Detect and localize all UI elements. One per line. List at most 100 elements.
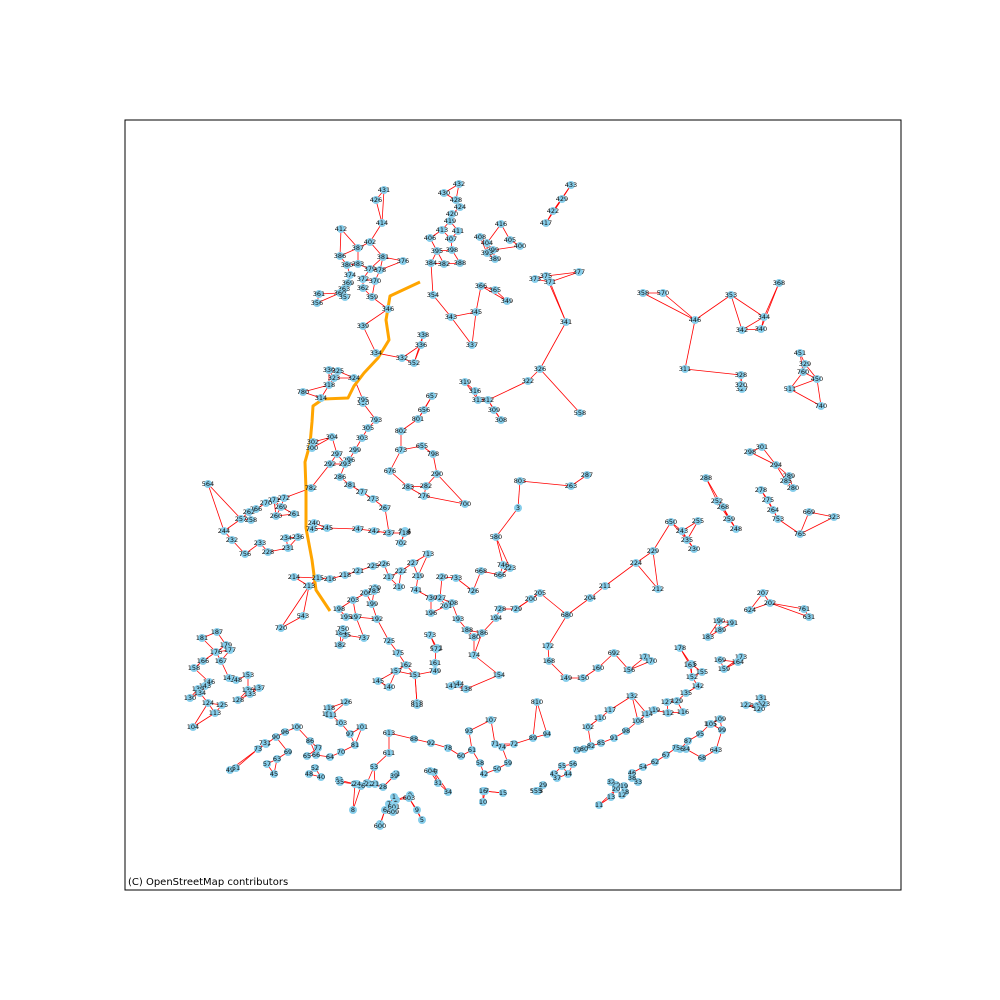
node-label: 730 xyxy=(425,594,437,602)
node-label: 720 xyxy=(275,624,287,632)
node-label: 362 xyxy=(357,284,369,292)
node-label: 580 xyxy=(490,533,502,541)
graph-node: 154 xyxy=(493,671,505,679)
node-marker xyxy=(564,770,572,778)
node-marker xyxy=(527,595,535,603)
node-label: 363 xyxy=(338,285,350,293)
graph-node: 375 xyxy=(540,272,552,280)
node-label: 160 xyxy=(592,664,604,672)
graph-node: 737 xyxy=(358,634,370,642)
node-label: 511 xyxy=(784,385,796,393)
node-marker xyxy=(801,360,809,368)
node-marker xyxy=(575,268,583,276)
graph-node: 266 xyxy=(250,505,262,513)
node-label: 151 xyxy=(409,671,421,679)
node-marker xyxy=(190,664,198,672)
node-label: 740 xyxy=(815,402,827,410)
node-label: 802 xyxy=(395,427,407,435)
node-marker xyxy=(346,271,354,279)
node-marker xyxy=(727,291,735,299)
node-marker xyxy=(365,780,373,788)
graph-node: 58 xyxy=(476,759,484,767)
graph-node: 252 xyxy=(711,497,723,505)
node-label: 138 xyxy=(460,685,472,693)
graph-node: 101 xyxy=(356,723,368,731)
node-label: 82 xyxy=(587,742,595,750)
graph-node: 230 xyxy=(688,545,700,553)
graph-node: 555 xyxy=(530,787,542,795)
road-edge xyxy=(207,483,242,520)
node-label: 163 xyxy=(684,661,696,669)
graph-node: 102 xyxy=(582,723,594,731)
graph-node: 155 xyxy=(696,668,708,676)
node-label: 40 xyxy=(317,773,325,781)
node-label: 191 xyxy=(726,619,738,627)
node-marker xyxy=(427,609,435,617)
graph-node: 388 xyxy=(454,259,466,267)
graph-node: 211 xyxy=(599,582,611,590)
node-label: 340 xyxy=(755,325,767,333)
node-marker xyxy=(558,195,566,203)
road-edge xyxy=(539,368,581,414)
node-marker xyxy=(492,533,500,541)
node-marker xyxy=(314,574,322,582)
node-marker xyxy=(261,739,269,747)
node-marker xyxy=(303,752,311,760)
node-label: 81 xyxy=(351,741,359,749)
node-marker xyxy=(757,486,765,494)
graph-node: 57 xyxy=(263,760,271,768)
node-marker xyxy=(612,785,620,793)
graph-node: 40 xyxy=(317,773,325,781)
graph-node: 187 xyxy=(211,628,223,636)
node-label: 34 xyxy=(444,788,452,796)
node-label: 650 xyxy=(665,518,677,526)
node-marker xyxy=(335,605,343,613)
graph-node: 79 xyxy=(573,746,581,754)
graph-node: 149 xyxy=(560,674,572,682)
graph-node: 316 xyxy=(469,387,481,395)
node-label: 243 xyxy=(676,527,688,535)
node-marker xyxy=(455,180,463,188)
node-marker xyxy=(454,680,462,688)
graph-node: 558 xyxy=(574,409,586,417)
node-marker xyxy=(385,573,393,581)
node-label: 360 xyxy=(334,289,346,297)
node-label: 96 xyxy=(281,728,289,736)
node-marker xyxy=(232,676,240,684)
node-marker xyxy=(386,467,394,475)
node-label: 746 xyxy=(497,561,509,569)
node-marker xyxy=(562,674,570,682)
node-marker xyxy=(409,559,417,567)
node-marker xyxy=(698,668,706,676)
node-marker xyxy=(704,633,712,641)
graph-node: 142 xyxy=(692,682,704,690)
node-label: 179 xyxy=(220,641,232,649)
graph-node: 215 xyxy=(312,574,324,582)
node-marker xyxy=(400,529,408,537)
node-marker xyxy=(333,450,341,458)
node-marker xyxy=(413,701,421,709)
node-label: 208 xyxy=(446,599,458,607)
graph-node: 275 xyxy=(762,496,774,504)
node-marker xyxy=(379,253,387,261)
node-marker xyxy=(542,272,550,280)
road-edge xyxy=(423,495,466,505)
graph-node: 325 xyxy=(332,367,344,375)
node-marker xyxy=(431,667,439,675)
node-label: 28 xyxy=(379,783,387,791)
node-marker xyxy=(536,589,544,597)
graph-node: 292 xyxy=(324,460,336,468)
node-label: 45 xyxy=(270,770,278,778)
node-label: 702 xyxy=(395,539,407,547)
node-marker xyxy=(716,656,724,664)
attribution-text: (C) OpenStreetMap contributors xyxy=(128,877,288,888)
graph-node: 278 xyxy=(755,486,767,494)
road-edge xyxy=(539,321,567,370)
road-edge xyxy=(495,536,511,569)
graph-node: 22 xyxy=(365,780,373,788)
node-label: 16 xyxy=(479,787,487,795)
node-marker xyxy=(307,484,315,492)
graph-node: 369 xyxy=(342,279,354,287)
graph-node: 383 xyxy=(352,260,364,268)
graph-node: 75 xyxy=(672,744,680,752)
